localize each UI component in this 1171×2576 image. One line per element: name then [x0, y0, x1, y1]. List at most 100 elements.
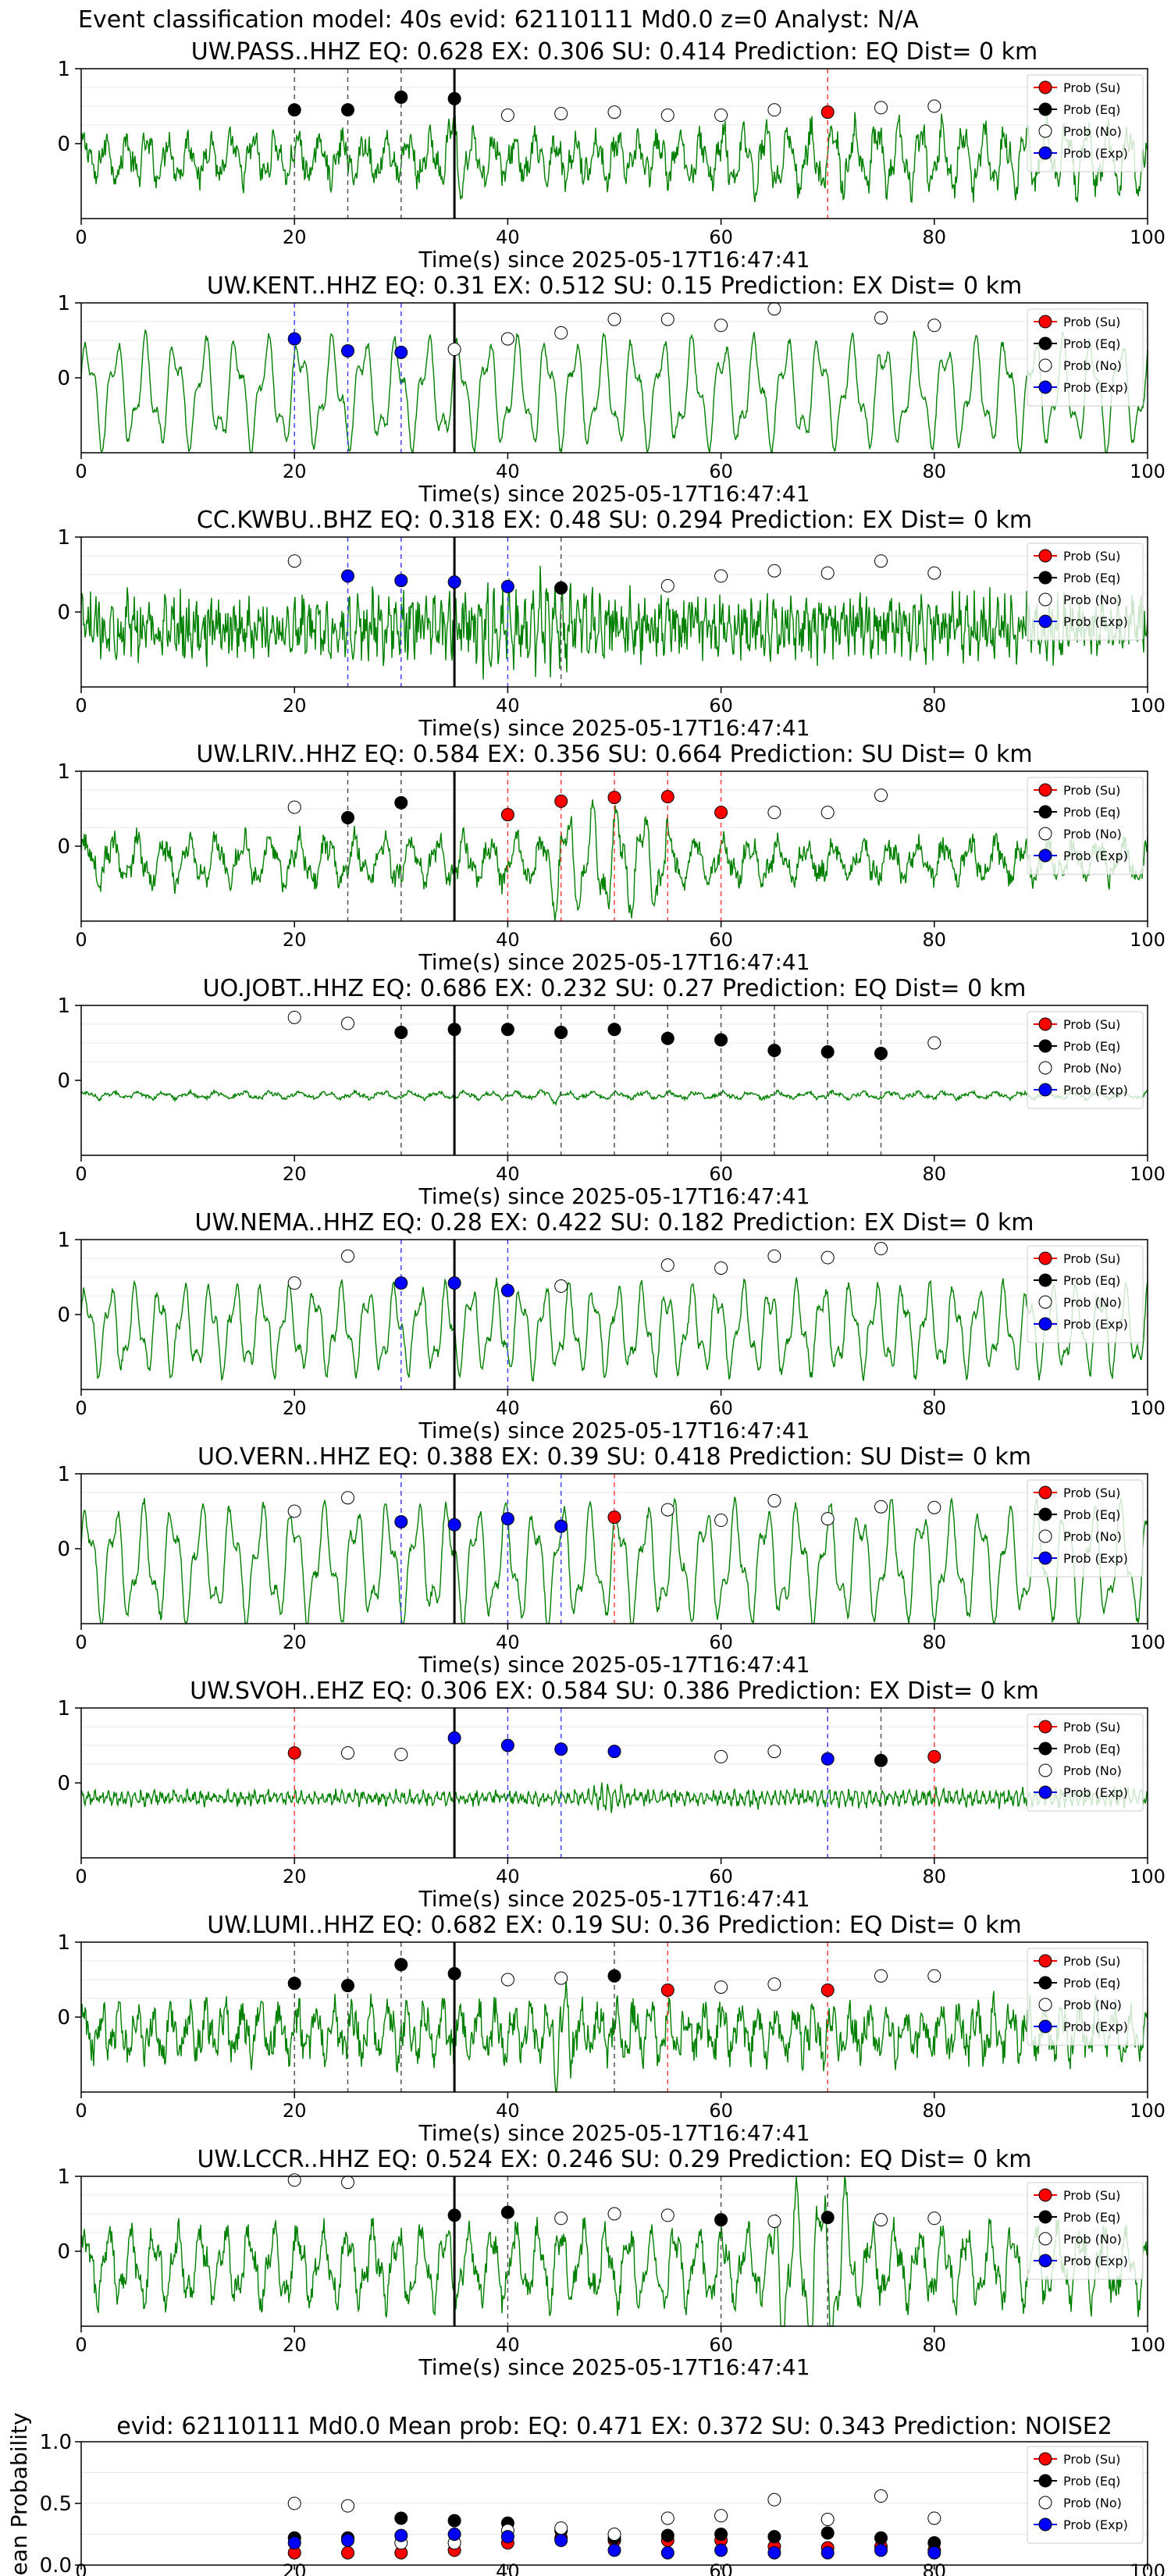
prob-point-no	[554, 1971, 568, 1985]
prob-point-eq	[500, 2205, 514, 2219]
y-tick-label: 0	[57, 1069, 70, 1093]
legend-label-su: Prob (Su)	[1063, 1720, 1120, 1735]
legend-marker-no	[1038, 1529, 1052, 1543]
prob-point-no	[767, 1249, 781, 1263]
legend: Prob (Su) Prob (Eq) Prob (No) Prob (Exp)	[1027, 777, 1144, 875]
waveform-panel: UW.SVOH..EHZ EQ: 0.306 EX: 0.584 SU: 0.3…	[57, 1678, 1165, 1912]
x-axis-label: Time(s) since 2025-05-17T16:47:41	[418, 949, 810, 975]
mean-point-eq	[820, 2526, 835, 2540]
legend-marker-eq	[1038, 805, 1052, 819]
legend-label-exp: Prob (Exp)	[1063, 614, 1128, 629]
legend-frame	[1027, 1948, 1144, 2046]
mean-point-no	[820, 2513, 835, 2527]
x-tick-label: 20	[283, 2560, 307, 2576]
legend-marker-su	[1038, 1017, 1052, 1031]
x-tick-label: 60	[709, 2334, 733, 2356]
prob-point-su	[607, 791, 621, 805]
prob-point-no	[500, 332, 514, 346]
prob-point-su	[607, 1510, 621, 1525]
x-tick-label: 80	[923, 695, 947, 717]
mean-point-exp	[341, 2533, 354, 2547]
prob-point-exp	[500, 1738, 514, 1752]
prob-point-no	[554, 326, 568, 340]
x-tick-label: 0	[75, 2560, 87, 2576]
prob-point-no	[927, 1969, 941, 1983]
x-tick-label: 40	[496, 1631, 520, 1653]
prob-point-no	[927, 566, 941, 580]
mean-probability-panel: evid: 62110111 Md0.0 Mean prob: EQ: 0.47…	[6, 2412, 1166, 2576]
prob-point-no	[287, 2173, 301, 2187]
waveform-panel: UW.NEMA..HHZ EQ: 0.28 EX: 0.422 SU: 0.18…	[57, 1209, 1165, 1443]
legend-marker-exp	[1038, 849, 1052, 863]
prob-point-eq	[820, 2211, 835, 2225]
legend-label-exp: Prob (Exp)	[1063, 146, 1128, 161]
legend-frame	[1027, 543, 1144, 641]
waveform-panel: UO.JOBT..HHZ EQ: 0.686 EX: 0.232 SU: 0.2…	[57, 975, 1165, 1209]
legend: Prob (Su) Prob (Eq) Prob (No) Prob (Exp)	[1027, 1948, 1144, 2046]
legend-label-eq: Prob (Eq)	[1063, 1742, 1120, 1756]
legend-marker-su	[1038, 80, 1052, 94]
prob-point-no	[607, 2207, 621, 2221]
prob-point-no	[287, 554, 301, 568]
prob-point-no	[714, 1261, 728, 1275]
waveform-panel: UW.PASS..HHZ EQ: 0.628 EX: 0.306 SU: 0.4…	[57, 38, 1165, 272]
y-tick-label: 1	[57, 2165, 70, 2189]
mean-point-exp	[660, 2546, 674, 2560]
mean-point-exp	[287, 2536, 301, 2550]
y-tick-label: 1	[57, 994, 70, 1018]
prob-point-no	[874, 1969, 888, 1983]
mean-point-eq	[447, 2514, 461, 2528]
x-tick-label: 20	[283, 226, 307, 248]
y-tick-label: 0	[57, 2006, 70, 2030]
x-tick-label: 100	[1130, 1397, 1166, 1419]
x-tick-label: 80	[923, 2100, 947, 2122]
panel-title: UW.KENT..HHZ EQ: 0.31 EX: 0.512 SU: 0.15…	[207, 272, 1022, 300]
legend-frame	[1027, 2182, 1144, 2280]
prob-point-no	[287, 1504, 301, 1518]
prob-point-no	[767, 564, 781, 578]
x-tick-label: 100	[1130, 2334, 1166, 2356]
waveform-trace	[80, 112, 1148, 204]
y-tick-label: 0	[57, 601, 70, 624]
mean-point-no	[767, 2492, 781, 2507]
x-tick-label: 80	[923, 929, 947, 951]
prob-point-eq	[874, 1046, 888, 1060]
x-tick-label: 0	[75, 226, 87, 248]
x-tick-label: 80	[923, 1866, 947, 1888]
prob-point-exp	[447, 575, 461, 589]
prob-point-eq	[394, 1026, 408, 1040]
x-tick-label: 100	[1130, 1866, 1166, 1888]
waveform-panel: UO.VERN..HHZ EQ: 0.388 EX: 0.39 SU: 0.41…	[57, 1443, 1165, 1678]
mean-point-exp	[874, 2543, 888, 2557]
y-tick-label: 1	[57, 58, 70, 81]
legend-marker-su	[1038, 549, 1052, 563]
prob-point-exp	[394, 1276, 408, 1290]
prob-point-eq	[554, 581, 568, 595]
legend-marker-eq	[1038, 1273, 1052, 1287]
prob-point-eq	[607, 1969, 621, 1983]
x-tick-label: 0	[75, 929, 87, 951]
prob-point-su	[660, 790, 674, 804]
prob-point-no	[927, 1036, 941, 1050]
prob-point-no	[874, 2213, 888, 2227]
prob-point-eq	[554, 1026, 568, 1040]
prob-point-no	[927, 1500, 941, 1514]
prob-point-no	[341, 2176, 354, 2190]
prob-point-eq	[767, 1044, 781, 1058]
prob-point-no	[500, 109, 514, 123]
mean-point-no	[874, 2489, 888, 2503]
prob-point-no	[287, 800, 301, 814]
legend-label-no: Prob (No)	[1063, 827, 1122, 841]
legend-marker-exp	[1038, 2254, 1052, 2268]
prob-point-no	[927, 318, 941, 333]
x-tick-label: 40	[496, 1163, 520, 1185]
panel-title: UO.JOBT..HHZ EQ: 0.686 EX: 0.232 SU: 0.2…	[203, 975, 1027, 1002]
x-tick-label: 0	[75, 695, 87, 717]
panel-title: evid: 62110111 Md0.0 Mean prob: EQ: 0.47…	[116, 2413, 1112, 2440]
x-axis-label: Time(s) since 2025-05-17T16:47:41	[418, 1886, 810, 1912]
prob-point-eq	[714, 1033, 728, 1047]
y-tick-label: 1.0	[40, 2431, 72, 2454]
x-tick-label: 0	[75, 1397, 87, 1419]
y-axis-label: Mean Probability	[6, 2412, 32, 2576]
prob-point-eq	[500, 1023, 514, 1037]
